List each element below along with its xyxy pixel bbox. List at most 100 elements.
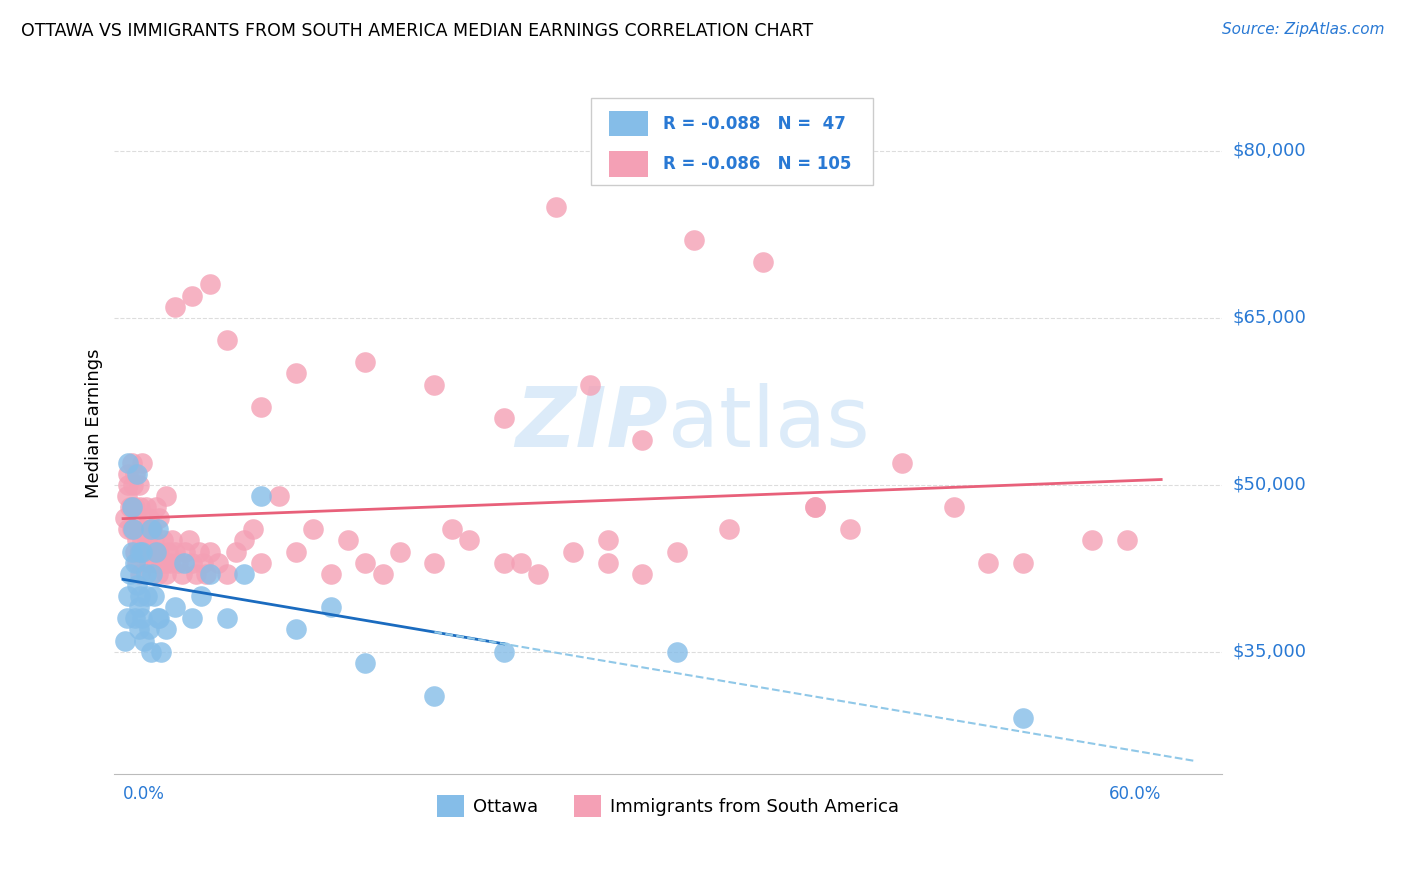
- Point: [135, 500, 157, 514]
- Point: [148, 511, 170, 525]
- Point: [174, 544, 197, 558]
- Point: [155, 489, 177, 503]
- Point: [250, 556, 273, 570]
- Point: [163, 300, 186, 314]
- Point: [128, 623, 150, 637]
- Point: [138, 511, 160, 525]
- Point: [188, 544, 211, 558]
- Point: [233, 566, 256, 581]
- Point: [423, 556, 446, 570]
- Point: [752, 255, 775, 269]
- Point: [121, 500, 143, 514]
- Point: [458, 533, 481, 548]
- Point: [977, 556, 1000, 570]
- Point: [665, 645, 688, 659]
- Point: [267, 489, 290, 503]
- Point: [121, 500, 143, 514]
- Point: [131, 533, 153, 548]
- Point: [302, 522, 325, 536]
- Point: [148, 611, 170, 625]
- Point: [131, 611, 153, 625]
- Point: [198, 277, 221, 292]
- Point: [132, 522, 155, 536]
- Point: [163, 544, 186, 558]
- Point: [150, 556, 173, 570]
- Point: [139, 522, 162, 536]
- Point: [124, 544, 146, 558]
- Point: [198, 544, 221, 558]
- Point: [155, 623, 177, 637]
- Legend: Ottawa, Immigrants from South America: Ottawa, Immigrants from South America: [430, 789, 907, 825]
- Point: [128, 477, 150, 491]
- Point: [131, 456, 153, 470]
- Point: [117, 467, 139, 481]
- Point: [354, 355, 377, 369]
- Point: [146, 611, 169, 625]
- Point: [117, 522, 139, 536]
- Point: [148, 544, 170, 558]
- Point: [527, 566, 550, 581]
- Point: [124, 611, 146, 625]
- Point: [683, 233, 706, 247]
- Point: [122, 522, 145, 536]
- Point: [117, 477, 139, 491]
- Text: $35,000: $35,000: [1233, 643, 1306, 661]
- Point: [163, 600, 186, 615]
- Text: 0.0%: 0.0%: [124, 785, 165, 804]
- Point: [177, 533, 200, 548]
- Point: [492, 556, 515, 570]
- Point: [596, 533, 619, 548]
- Point: [121, 522, 143, 536]
- Text: ZIP: ZIP: [516, 383, 668, 464]
- Point: [717, 522, 740, 536]
- Point: [337, 533, 360, 548]
- Point: [215, 333, 238, 347]
- Point: [354, 556, 377, 570]
- FancyBboxPatch shape: [591, 97, 873, 186]
- Point: [136, 533, 159, 548]
- Point: [125, 578, 148, 592]
- Point: [354, 656, 377, 670]
- Point: [122, 477, 145, 491]
- Point: [190, 589, 212, 603]
- Point: [423, 377, 446, 392]
- Point: [423, 690, 446, 704]
- Point: [207, 556, 229, 570]
- Point: [121, 456, 143, 470]
- Point: [225, 544, 247, 558]
- Text: R = -0.088   N =  47: R = -0.088 N = 47: [662, 114, 845, 133]
- Point: [804, 500, 827, 514]
- Point: [115, 611, 138, 625]
- Text: R = -0.086   N = 105: R = -0.086 N = 105: [662, 155, 851, 173]
- Point: [124, 500, 146, 514]
- Point: [125, 533, 148, 548]
- Point: [233, 533, 256, 548]
- Point: [114, 511, 136, 525]
- Point: [128, 544, 150, 558]
- Point: [544, 200, 567, 214]
- Point: [195, 566, 218, 581]
- Point: [890, 456, 912, 470]
- Point: [942, 500, 965, 514]
- Point: [131, 544, 153, 558]
- Point: [631, 434, 654, 448]
- Point: [145, 556, 167, 570]
- Point: [285, 544, 308, 558]
- Point: [170, 566, 193, 581]
- Point: [121, 544, 143, 558]
- Text: Source: ZipAtlas.com: Source: ZipAtlas.com: [1222, 22, 1385, 37]
- Point: [181, 611, 204, 625]
- Point: [139, 522, 162, 536]
- Point: [160, 533, 183, 548]
- Point: [125, 556, 148, 570]
- Text: $65,000: $65,000: [1233, 309, 1306, 326]
- Point: [157, 544, 180, 558]
- Point: [215, 566, 238, 581]
- Point: [198, 566, 221, 581]
- Point: [184, 566, 207, 581]
- Point: [117, 456, 139, 470]
- Point: [285, 367, 308, 381]
- Point: [143, 589, 166, 603]
- Point: [129, 566, 152, 581]
- Point: [371, 566, 394, 581]
